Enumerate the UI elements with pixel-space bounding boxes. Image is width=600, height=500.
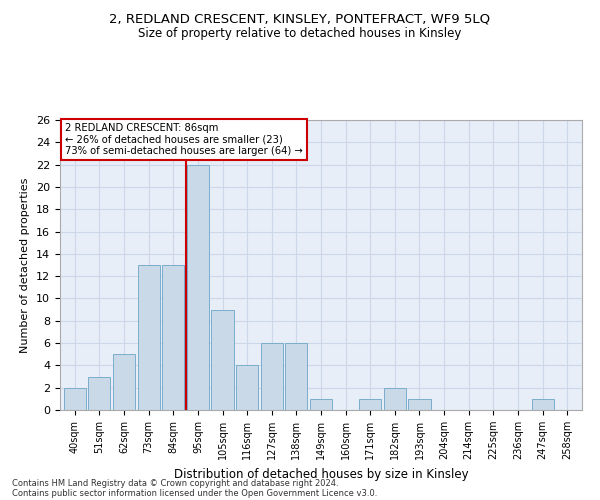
Bar (260, 343, 283, 410)
Bar (384, 388, 406, 410)
Bar (359, 399, 382, 410)
Bar (285, 343, 307, 410)
Text: Contains HM Land Registry data © Crown copyright and database right 2024.: Contains HM Land Registry data © Crown c… (12, 478, 338, 488)
Text: Contains public sector information licensed under the Open Government Licence v3: Contains public sector information licen… (12, 488, 377, 498)
Bar (532, 399, 554, 410)
Bar (236, 366, 258, 410)
Y-axis label: Number of detached properties: Number of detached properties (20, 178, 31, 352)
X-axis label: Distribution of detached houses by size in Kinsley: Distribution of detached houses by size … (173, 468, 469, 480)
Bar (113, 354, 135, 410)
Bar (162, 265, 184, 410)
Bar (64, 388, 86, 410)
Bar (211, 310, 233, 410)
Text: 2, REDLAND CRESCENT, KINSLEY, PONTEFRACT, WF9 5LQ: 2, REDLAND CRESCENT, KINSLEY, PONTEFRACT… (109, 12, 491, 26)
Bar (88, 376, 110, 410)
Bar (409, 399, 431, 410)
Bar (137, 265, 160, 410)
Bar (310, 399, 332, 410)
Text: 2 REDLAND CRESCENT: 86sqm
← 26% of detached houses are smaller (23)
73% of semi-: 2 REDLAND CRESCENT: 86sqm ← 26% of detac… (65, 123, 303, 156)
Bar (187, 164, 209, 410)
Text: Size of property relative to detached houses in Kinsley: Size of property relative to detached ho… (139, 28, 461, 40)
